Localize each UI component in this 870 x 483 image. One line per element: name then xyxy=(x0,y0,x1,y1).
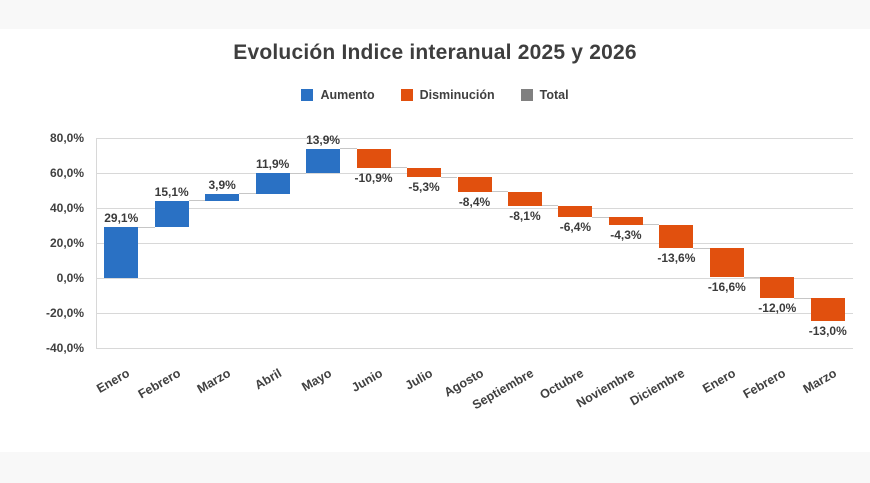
gridline xyxy=(96,347,853,349)
y-tick-label: -40,0% xyxy=(45,341,84,355)
bar-value-label: -5,3% xyxy=(408,180,440,195)
bar-value-label: -6,4% xyxy=(559,220,592,235)
y-tick-label: 80,0% xyxy=(49,131,84,145)
connector-line xyxy=(340,148,357,150)
connector-line xyxy=(390,167,408,169)
gridline xyxy=(96,207,853,209)
connector-line xyxy=(239,193,256,195)
bar-value-label: -8,4% xyxy=(458,194,491,209)
increase-bar xyxy=(154,200,189,228)
y-tick-label: -20,0% xyxy=(45,306,84,320)
y-axis-line xyxy=(96,138,97,348)
bar-value-label: 29,1% xyxy=(104,211,139,226)
connector-line xyxy=(289,172,307,174)
bar-value-label: 3,9% xyxy=(208,177,236,192)
connector-line xyxy=(491,191,508,193)
gridline xyxy=(96,137,853,139)
decrease-bar xyxy=(659,224,694,249)
connector-line xyxy=(541,205,559,207)
y-tick-label: 40,0% xyxy=(49,201,84,215)
increase-bar xyxy=(104,227,139,278)
bar-value-label: -16,6% xyxy=(707,280,746,295)
gridline xyxy=(96,172,853,174)
decrease-bar xyxy=(457,177,492,192)
decrease-bar xyxy=(356,148,391,168)
legend-item-1: Disminución xyxy=(400,88,495,102)
connector-line xyxy=(743,276,761,278)
legend-label: Total xyxy=(539,88,569,102)
decrease-bar xyxy=(760,277,795,299)
connector-line xyxy=(693,247,710,249)
legend-swatch-icon xyxy=(520,89,533,101)
bar-value-label: 13,9% xyxy=(306,132,341,147)
connector-line xyxy=(592,216,609,218)
decrease-bar xyxy=(507,191,542,206)
bar-value-label: -4,3% xyxy=(610,227,642,242)
bar-value-label: -12,0% xyxy=(758,301,797,316)
legend-label: Aumento xyxy=(320,88,375,102)
decrease-bar xyxy=(608,217,643,225)
decrease-bar xyxy=(558,205,593,218)
connector-line xyxy=(138,226,155,228)
increase-bar xyxy=(255,173,290,194)
legend-swatch-icon xyxy=(400,89,413,101)
connector-line xyxy=(642,224,660,226)
gridline xyxy=(96,242,853,244)
decrease-bar xyxy=(810,298,845,322)
legend-label: Disminución xyxy=(419,88,495,102)
bar-value-label: -10,9% xyxy=(354,170,393,185)
y-tick-label: 20,0% xyxy=(49,236,84,250)
increase-bar xyxy=(205,193,240,201)
decrease-bar xyxy=(709,248,744,278)
decrease-bar xyxy=(407,167,442,178)
chart-legend: Aumento Disminución Total xyxy=(0,86,870,104)
bar-value-label: -8,1% xyxy=(509,208,541,223)
bar-value-label: -13,6% xyxy=(657,251,696,266)
legend-item-2: Total xyxy=(520,88,569,102)
connector-line xyxy=(794,297,811,299)
bar-value-label: 11,9% xyxy=(255,157,290,171)
gridline xyxy=(96,312,853,314)
y-tick-label: 60,0% xyxy=(49,166,84,180)
chart-title: Evolución Indice interanual 2025 y 2026 xyxy=(233,41,637,64)
y-tick-label: 0,0% xyxy=(56,271,84,285)
connector-line xyxy=(441,176,458,178)
legend-swatch-icon xyxy=(301,89,314,101)
legend-item-0: Aumento xyxy=(301,88,375,102)
top-strip xyxy=(0,0,870,29)
connector-line xyxy=(188,200,206,202)
bar-value-label: -13,0% xyxy=(808,324,847,339)
plot-area: 29,1% 15,1% 3,9% 11,9% 13,9% -10,9% -5,3% -8,4%… xyxy=(96,133,853,349)
increase-bar xyxy=(306,148,341,173)
gridline xyxy=(96,277,853,279)
bottom-strip xyxy=(0,452,870,483)
bar-value-label: 15,1% xyxy=(154,184,189,199)
